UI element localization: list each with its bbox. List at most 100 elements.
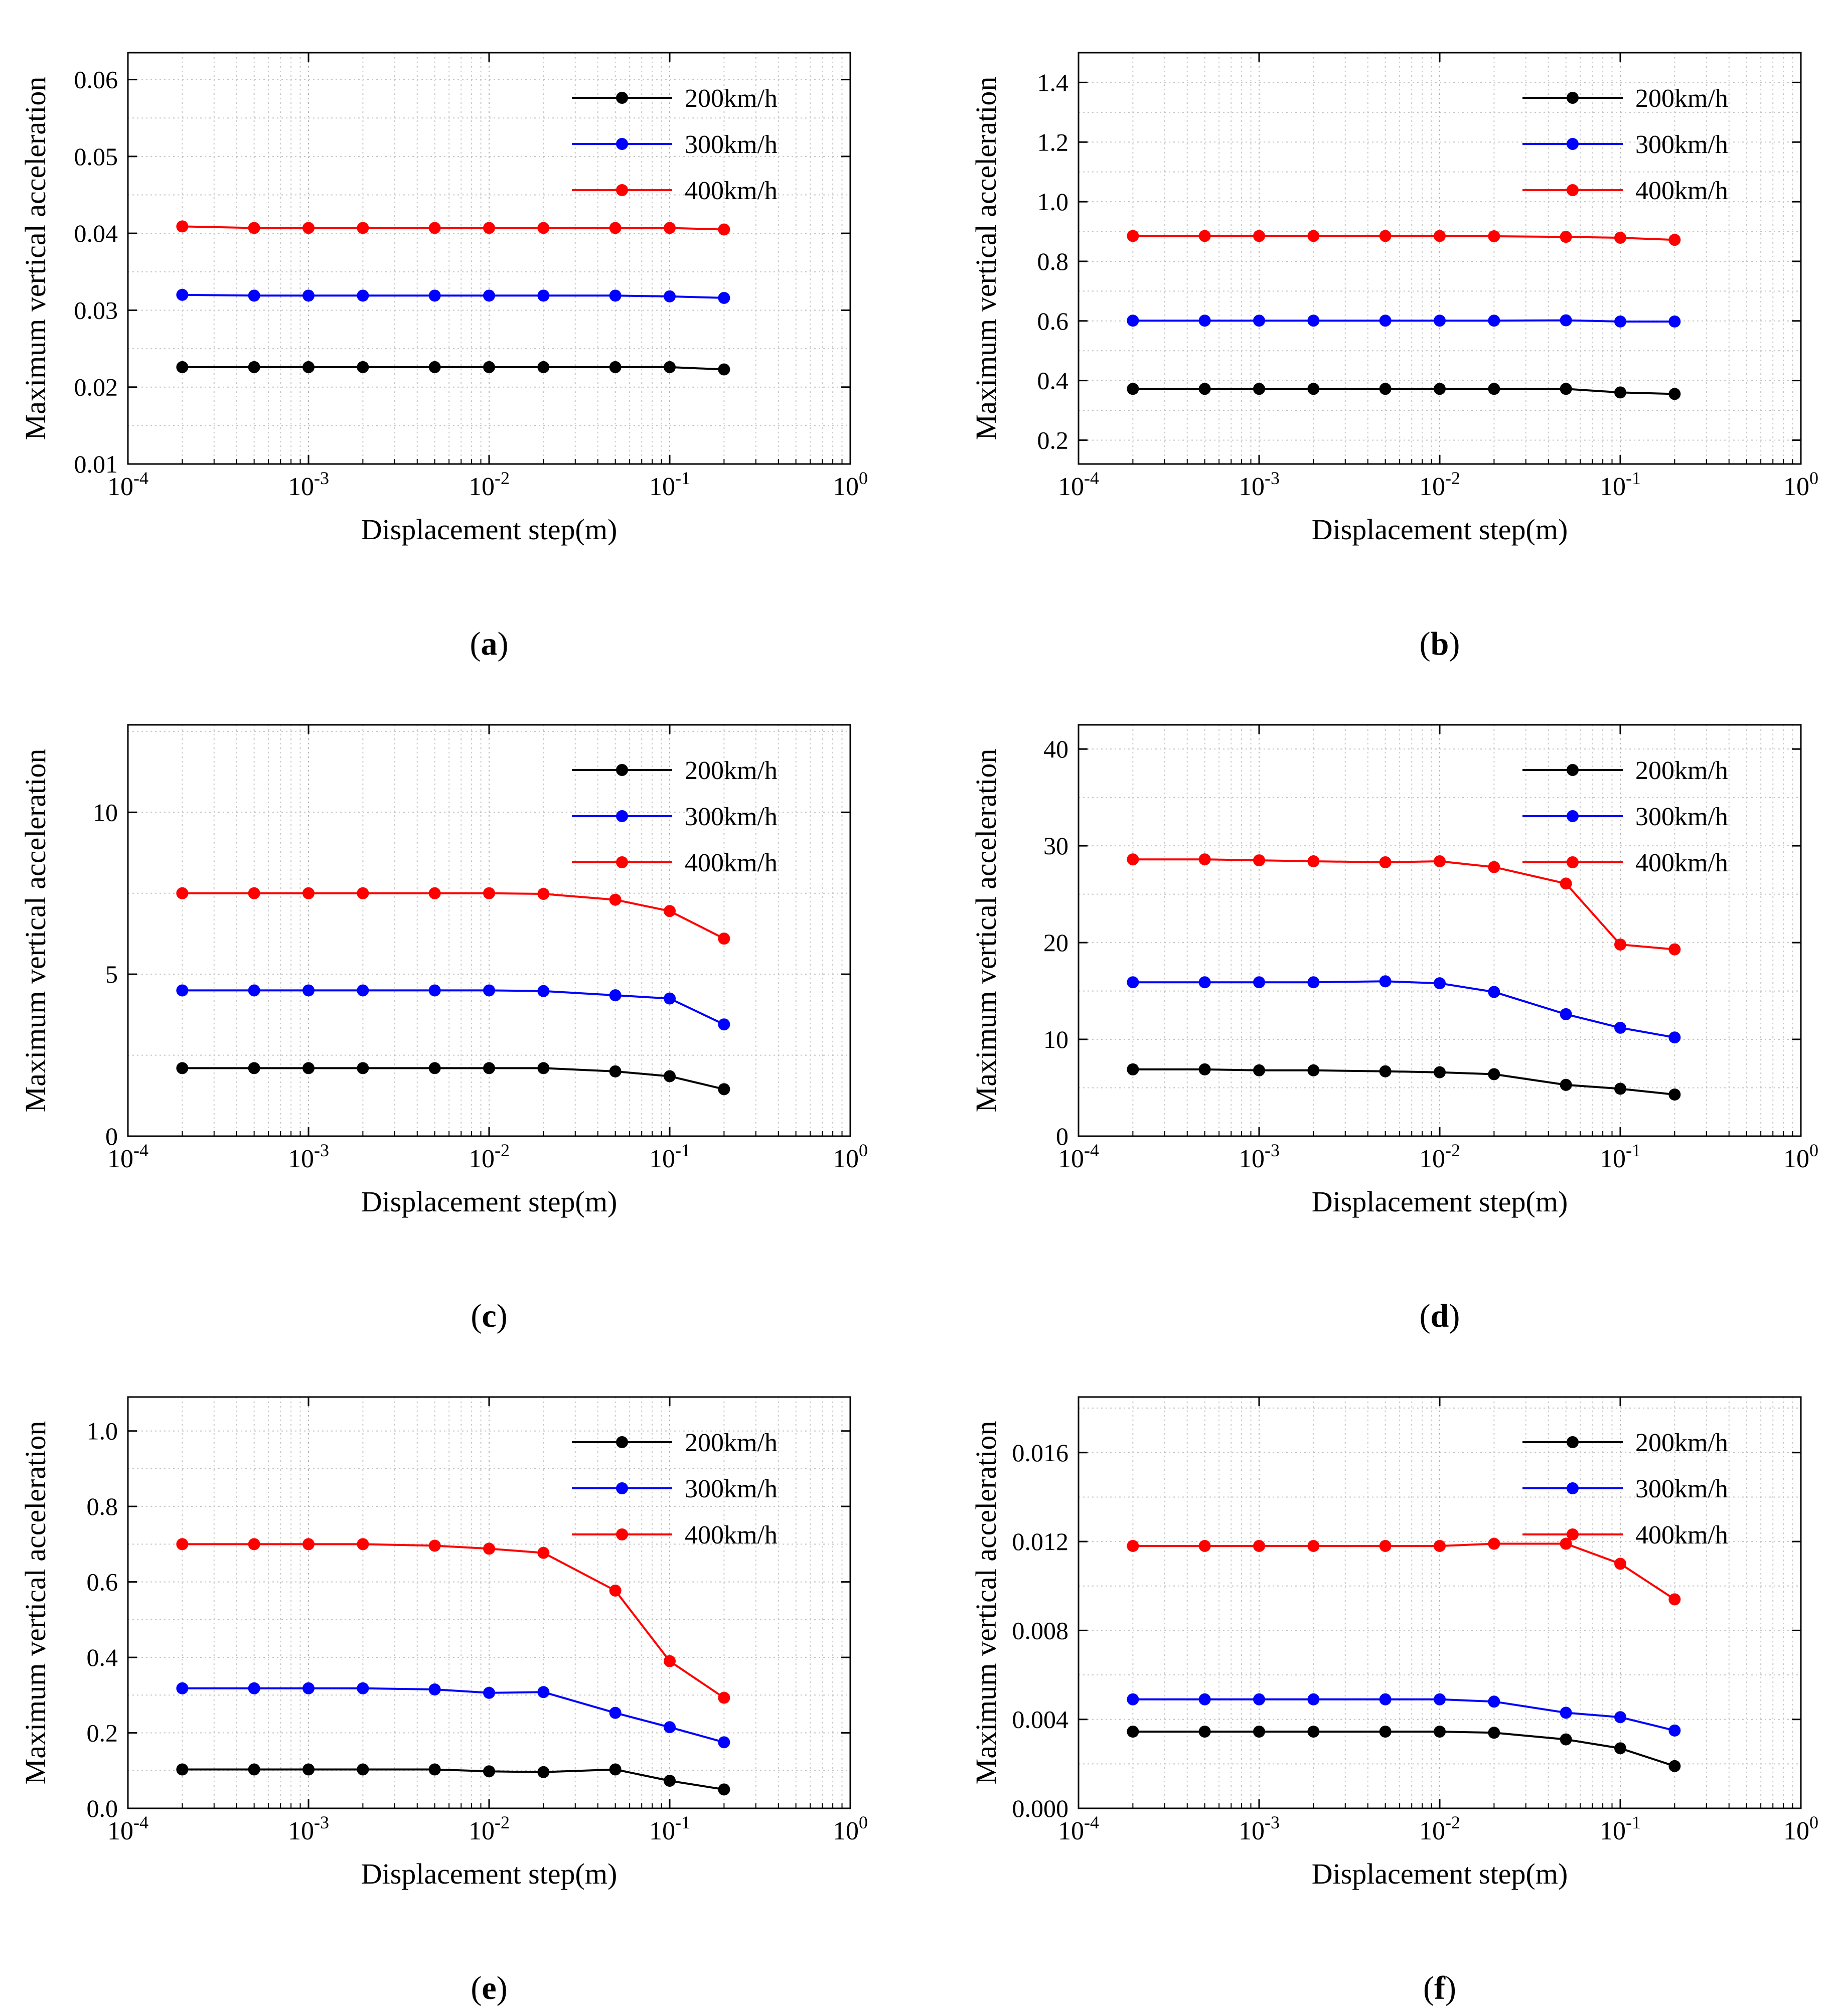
y-tick-label: 0.05 (74, 142, 118, 171)
data-point (1379, 1726, 1392, 1738)
x-tick-label: 100 (1783, 1812, 1818, 1845)
series-line-200km/h (1133, 1731, 1675, 1767)
data-point (1668, 1031, 1681, 1044)
legend-entry: 300km/h (1522, 1475, 1728, 1503)
series-line-300km/h (1133, 980, 1675, 1039)
data-point (1127, 1693, 1139, 1705)
legend-label: 200km/h (685, 1429, 778, 1457)
data-point (537, 1686, 550, 1698)
y-tick-label: 0.04 (74, 219, 118, 247)
x-tick-label: 10-3 (1239, 468, 1280, 501)
x-tick-label: 10-1 (649, 468, 690, 501)
data-point (1614, 386, 1626, 399)
y-tick-label: 0.4 (87, 1643, 118, 1671)
data-point (483, 1686, 495, 1699)
data-point (357, 1682, 369, 1694)
x-tick-label: 10-2 (469, 1140, 510, 1173)
data-point (176, 361, 189, 373)
x-tick-label: 10-1 (1600, 1140, 1641, 1173)
data-point (357, 1538, 369, 1550)
data-point (1668, 1593, 1681, 1606)
data-point (664, 905, 676, 917)
series-line-300km/h (1133, 319, 1675, 323)
legend-label: 300km/h (1635, 130, 1728, 159)
data-point (1560, 231, 1572, 243)
legend-entry: 400km/h (1522, 849, 1728, 877)
legend-label: 200km/h (1635, 756, 1728, 785)
data-point (609, 1584, 622, 1597)
data-point (1127, 315, 1139, 327)
data-point (1668, 388, 1681, 400)
series-line-400km/h (1133, 235, 1675, 241)
data-point (1127, 1063, 1139, 1075)
data-point (1488, 383, 1500, 395)
data-point (428, 1683, 441, 1696)
data-point (664, 1655, 676, 1667)
data-point (1307, 1064, 1320, 1076)
data-point (1253, 230, 1265, 242)
data-point (483, 887, 495, 899)
data-point (1127, 1539, 1139, 1552)
legend-entry: 300km/h (572, 803, 778, 831)
data-point (248, 1062, 260, 1074)
data-point (718, 1691, 730, 1704)
data-point (537, 1546, 550, 1559)
legend-label: 400km/h (685, 849, 778, 877)
data-point (537, 985, 550, 997)
x-tick-label: 10-3 (288, 1140, 329, 1173)
legend-swatch-marker (616, 1482, 628, 1494)
x-tick-label: 10-4 (1058, 468, 1099, 501)
data-point (1198, 976, 1211, 989)
y-tick-label: 1.0 (1037, 188, 1069, 216)
x-tick-label: 10-3 (1239, 1812, 1280, 1845)
data-point (1560, 383, 1572, 395)
y-tick-label: 0.000 (1012, 1794, 1069, 1822)
chart-panel-a: 10-4 10-3 10-2 10-1 100 0.01 0.02 0.03 0.04 0.05 0… (19, 52, 868, 662)
data-point (1488, 1727, 1500, 1739)
y-axis-label: Maximum vertical acceleration (19, 77, 52, 440)
y-tick-label: 0.6 (1037, 307, 1069, 335)
legend-swatch-marker (616, 764, 628, 776)
data-point (664, 1070, 676, 1082)
data-point (1560, 1078, 1572, 1091)
data-point (1434, 855, 1446, 868)
x-axis-label: Displacement step(m) (361, 1857, 618, 1890)
data-point (718, 1736, 730, 1749)
x-tick-label: 10-4 (107, 468, 148, 501)
data-point (176, 220, 189, 233)
x-axis-label: Displacement step(m) (361, 513, 618, 546)
data-point (483, 222, 495, 234)
data-point (609, 289, 622, 302)
legend-label: 200km/h (685, 756, 778, 785)
data-point (1198, 230, 1211, 242)
legend-entry: 300km/h (572, 1475, 778, 1503)
series-line-300km/h (182, 293, 724, 299)
data-point (1668, 1724, 1681, 1737)
data-point (1614, 1742, 1626, 1755)
data-point (357, 289, 369, 302)
panel-label: (e) (471, 1970, 507, 2006)
data-point (1488, 315, 1500, 327)
x-tick-label: 100 (1783, 1140, 1818, 1173)
data-point (718, 933, 730, 945)
legend-swatch-marker (616, 92, 628, 104)
data-point (176, 1682, 189, 1694)
legend-entry: 400km/h (1522, 177, 1728, 205)
data-point (1198, 1063, 1211, 1075)
legend-entry: 400km/h (572, 849, 778, 877)
data-point (1127, 976, 1139, 989)
legend-label: 400km/h (685, 177, 778, 205)
data-point (1307, 855, 1320, 868)
data-point (176, 1062, 189, 1074)
x-tick-label: 10-2 (1419, 468, 1460, 501)
x-tick-label: 10-4 (107, 1140, 148, 1173)
y-tick-label: 10 (93, 798, 118, 826)
data-point (609, 1707, 622, 1719)
legend-swatch-marker (1567, 138, 1579, 150)
data-point (302, 1763, 315, 1776)
data-point (1434, 1066, 1446, 1078)
y-tick-label: 0.4 (1037, 367, 1069, 395)
legend-label: 300km/h (685, 130, 778, 159)
legend-entry: 200km/h (1522, 84, 1728, 113)
